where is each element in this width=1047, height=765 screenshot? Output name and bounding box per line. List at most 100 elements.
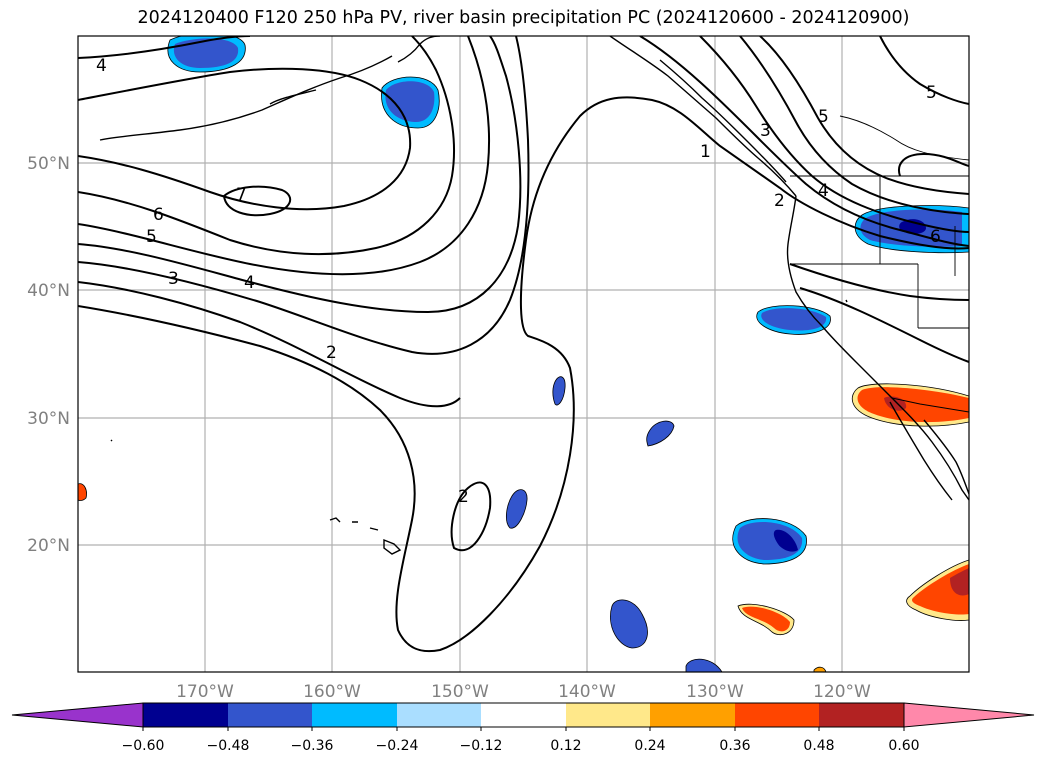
colorbar-segment [228,703,312,727]
pv-contour-3 [699,36,969,233]
hawaii-islands [329,517,402,555]
coastline-west-us [786,195,969,501]
precip-blob-positive [742,606,790,632]
colorbar-extend-low [11,702,144,728]
precip-blob-positive [857,387,969,423]
pv-contour-5 [759,36,969,195]
pv-contour-2-inner [450,481,492,552]
colorbar-segment [143,703,228,727]
precip-blob-negative [685,658,723,672]
pv-contour-5 [78,36,491,276]
colorbar-segment [735,703,819,727]
precip-blob-negative [552,376,566,406]
colorbar-label: −0.36 [291,738,334,754]
contour-label: 4 [244,273,255,293]
pv-contour-6 [898,152,969,177]
precip-blob-negative [173,38,239,68]
colorbar-label: −0.24 [376,738,419,754]
precip-blob-negative [737,522,803,560]
contour-label: 6 [930,227,941,247]
contour-label: 6 [153,205,164,225]
island-dot [845,299,848,303]
colorbar-segment [650,703,735,727]
colorbar-label: 0.48 [803,738,834,754]
map-frame [77,35,970,673]
precip-fill [78,36,969,672]
colorbar-ticks [142,727,905,731]
colorbar-segment [397,703,481,727]
pv-contour-4 [78,36,522,314]
border-us-mexico [891,397,969,413]
contour-label: 5 [818,107,829,127]
lon-labels: 170°W 160°W 150°W 140°W 130°W 120°W [176,682,871,702]
colorbar-label: −0.48 [207,738,250,754]
coastline-baja [889,401,953,501]
contour-label: 5 [146,227,157,247]
lat-label: 50°N [27,154,70,174]
colorbar-label: −0.60 [122,738,165,754]
contour-label: 4 [818,181,829,201]
coastline-mexico-west [923,419,969,495]
coastline-bc [659,59,787,183]
colorbar-outline [142,702,905,728]
lon-label: 130°W [686,682,744,702]
pv-contour-2 [78,96,969,653]
lat-label: 30°N [27,409,70,429]
contour-label: 5 [926,83,937,103]
pv-contour-7 [222,185,292,217]
pv-contours [78,36,969,653]
pv-contour-lower [799,287,969,363]
map-panel: 4 7 6 5 3 4 2 2 1 3 5 4 2 5 6 [78,36,969,672]
lon-label: 170°W [176,682,234,702]
colorbar-segment [819,703,904,727]
colorbar-segment [481,703,566,727]
precip-blob-positive [950,568,969,596]
pv-contour-3 [78,36,530,355]
colorbar-label: −0.12 [460,738,503,754]
gridlines [78,36,969,672]
island-dot [110,439,113,442]
contour-label: 2 [326,343,337,363]
pv-contour-6 [78,36,455,256]
lon-label: 140°W [558,682,616,702]
contour-label: 7 [236,185,247,205]
coastline-aleutians [269,89,317,105]
pv-contour-1 [639,36,969,247]
lat-label: 20°N [27,536,70,556]
colorbar-segment [312,703,397,727]
lat-label: 40°N [27,281,70,301]
precip-blob-negative [761,308,827,331]
colorbar-extend-high [903,702,1035,728]
colorbar-label: 0.36 [719,738,750,754]
precip-blob-negative [773,529,798,552]
colorbar-label: 0.60 [888,738,919,754]
contour-label: 1 [700,142,711,162]
contour-label: 2 [774,191,785,211]
coastline-alaska-panhandle [609,36,797,197]
pv-contour-5 [879,36,969,105]
lon-label: 150°W [431,682,489,702]
precip-blob-negative [646,420,675,447]
pv-contour-lower [789,263,969,301]
colorbar-label: 0.24 [634,738,665,754]
colorbar-label: 0.12 [550,738,581,754]
contour-label: 3 [168,269,179,289]
colorbar-segment [566,703,650,727]
coastline-aleutians [99,55,393,141]
colorbar: −0.60 −0.48 −0.36 −0.24 −0.12 0.12 0.24 … [11,702,1035,754]
contour-label: 4 [96,56,107,76]
contour-labels: 4 7 6 5 3 4 2 2 1 3 5 4 2 5 6 [96,56,941,507]
pv-contour-4 [739,36,969,215]
map-title: 2024120400 F120 250 hPa PV, river basin … [137,8,910,28]
contour-label: 3 [760,121,771,141]
precip-blob-negative [610,599,648,649]
pv-contour-2 [78,281,461,408]
pv-contour-5 [78,67,412,211]
lon-label: 160°W [303,682,361,702]
pv-contour-4 [78,36,251,59]
precip-blob-negative [385,81,435,122]
precip-blob-positive [813,666,827,672]
lon-label: 120°W [813,682,871,702]
contour-label: 2 [458,487,469,507]
